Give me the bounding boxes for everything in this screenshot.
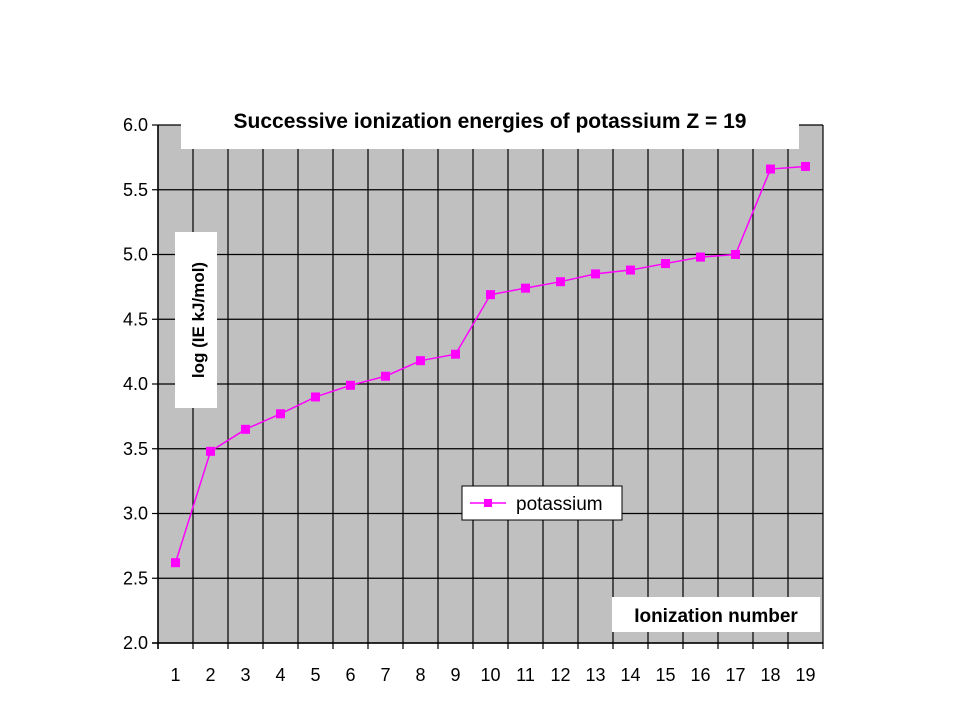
- x-tick-label: 14: [620, 665, 640, 685]
- y-axis-label-box: log (IE kJ/mol): [175, 232, 217, 408]
- data-point: [416, 356, 425, 366]
- x-tick-label: 9: [450, 665, 460, 685]
- x-axis-ticks: 1 2 3 4 5 6 7 8 9 10 11 12 13 14 15 16 17 18 19: [157, 643, 824, 685]
- data-point: [171, 558, 180, 568]
- y-axis-ticks: 2.0 2.5 3.0 3.5 4.0 4.5 5.0 5.5 6.0: [123, 115, 158, 653]
- data-point: [311, 392, 320, 402]
- x-tick-label: 13: [585, 665, 605, 685]
- x-axis-label-box: Ionization number: [612, 597, 820, 632]
- x-tick-label: 6: [345, 665, 355, 685]
- data-point: [801, 161, 810, 171]
- x-tick-label: 2: [205, 665, 215, 685]
- legend-marker: [484, 499, 492, 507]
- data-point: [731, 250, 740, 259]
- x-tick-label: 3: [240, 665, 250, 685]
- data-point: [241, 424, 250, 434]
- y-tick-label: 2.0: [123, 633, 148, 653]
- data-point: [661, 259, 670, 269]
- data-point: [591, 269, 600, 279]
- y-tick-label: 2.5: [123, 568, 148, 588]
- data-point: [346, 380, 355, 390]
- data-point: [206, 446, 215, 456]
- x-tick-label: 8: [415, 665, 425, 685]
- x-tick-label: 7: [380, 665, 390, 685]
- x-tick-label: 1: [170, 665, 180, 685]
- data-point: [556, 277, 565, 287]
- x-tick-label: 12: [550, 665, 570, 685]
- y-axis-label: log (IE kJ/mol): [189, 262, 208, 378]
- data-point: [521, 283, 530, 293]
- legend-label: potassium: [516, 494, 603, 515]
- x-tick-label: 4: [275, 665, 285, 685]
- x-tick-label: 16: [690, 665, 710, 685]
- data-point: [486, 290, 495, 300]
- x-tick-label: 15: [655, 665, 675, 685]
- series-potassium: [171, 161, 810, 568]
- data-point: [696, 252, 705, 262]
- y-tick-label: 5.0: [123, 245, 148, 265]
- chart-title-box: Successive ionization energies of potass…: [181, 101, 799, 149]
- x-tick-label: 5: [310, 665, 320, 685]
- data-point: [381, 371, 390, 381]
- chart-title: Successive ionization energies of potass…: [234, 110, 747, 133]
- data-point: [451, 349, 460, 359]
- x-tick-label: 17: [725, 665, 745, 685]
- y-tick-label: 3.5: [123, 439, 148, 459]
- y-tick-label: 5.5: [123, 180, 148, 200]
- data-point: [626, 265, 635, 275]
- x-tick-label: 18: [760, 665, 780, 685]
- y-tick-label: 4.5: [123, 309, 148, 329]
- x-tick-label: 19: [795, 665, 815, 685]
- legend: potassium: [461, 485, 623, 521]
- y-tick-label: 3.0: [123, 504, 148, 524]
- y-tick-label: 6.0: [123, 115, 148, 135]
- x-tick-label: 10: [480, 665, 500, 685]
- x-tick-label: 11: [516, 665, 535, 685]
- data-point: [276, 409, 285, 419]
- x-axis-label: Ionization number: [634, 606, 798, 627]
- y-tick-label: 4.0: [123, 374, 148, 394]
- data-point: [766, 164, 775, 174]
